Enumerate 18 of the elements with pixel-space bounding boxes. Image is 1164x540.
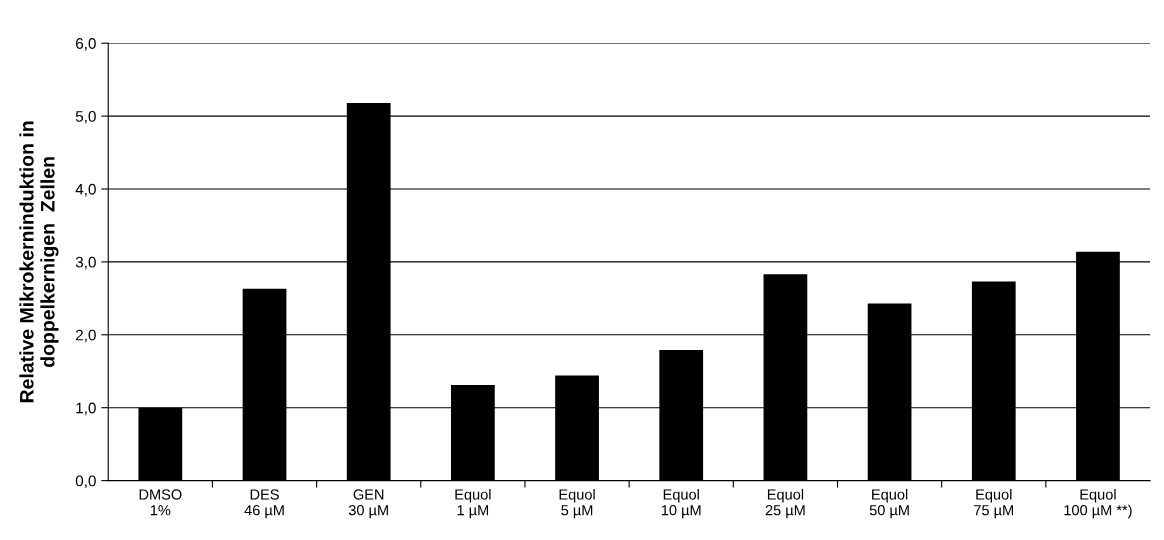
- x-tick-label: Equol 100 µM **): [1064, 488, 1132, 519]
- y-tick-label: 1,0: [76, 402, 96, 416]
- x-tick-label: Equol 50 µM: [869, 488, 909, 519]
- y-tick-label: 6,0: [75, 38, 96, 51]
- y-tick-label: 0,0: [75, 475, 96, 489]
- y-tick-label: 5,0: [75, 110, 96, 124]
- x-tick-label: Equol 10 µM: [661, 488, 701, 519]
- y-axis-title: Relative Mikrokerninduktion in doppelkernigen Zellen: [19, 121, 59, 403]
- x-tick-label: Equol 5 µM: [559, 488, 595, 519]
- y-tick-label: 2,0: [75, 329, 96, 343]
- x-tick-label: DES 46 µM: [244, 489, 284, 519]
- y-tick-label: 3,0: [75, 256, 96, 270]
- x-tick-label: DMSO 1%: [139, 489, 182, 516]
- x-tick-label: Equol 75 µM: [974, 488, 1013, 519]
- x-tick-label: Equol 1 µM: [455, 488, 491, 519]
- x-tick-label: Equol 25 µM: [765, 488, 805, 519]
- x-tick-label: GEN 30 µM: [348, 489, 388, 519]
- y-tick-label: 4,0: [75, 183, 96, 197]
